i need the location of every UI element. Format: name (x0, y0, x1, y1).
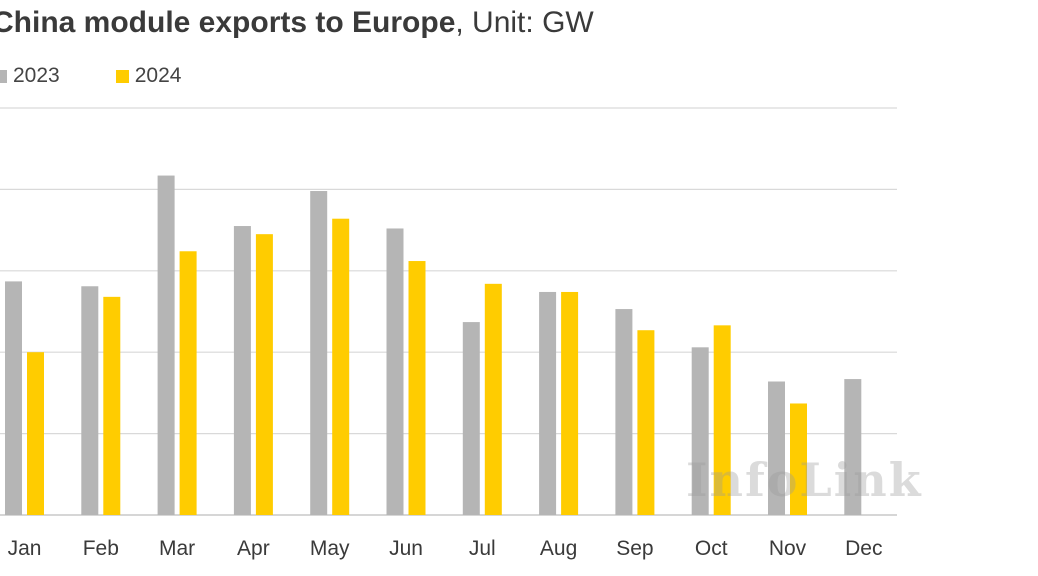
x-tick-jul: Jul (469, 537, 496, 560)
watermark-logo: InfoLink (686, 453, 923, 507)
bars (5, 175, 862, 516)
legend-label-2024: 2024 (134, 64, 182, 87)
bar-2023-mar (157, 175, 175, 515)
bar-2023-nov (768, 381, 785, 515)
x-tick-jan: Jan (8, 537, 42, 560)
bar-2024-nov (790, 403, 807, 515)
bar-2024-may (332, 218, 350, 516)
bar-2024-aug (561, 291, 579, 515)
bar-2024-oct (713, 325, 731, 515)
bar-2024-jul (484, 283, 502, 515)
x-tick-may: May (310, 537, 350, 560)
chart-title: China module exports to Europe, Unit: GW (0, 6, 594, 40)
bar-2023-may (310, 191, 328, 515)
legend-item-2023: 2023 (0, 64, 60, 88)
chart-title-unit: , Unit: GW (455, 6, 594, 39)
bar-2024-mar (179, 251, 197, 515)
x-tick-dec: Dec (845, 537, 882, 560)
chart-title-bold: China module exports to Europe (0, 6, 456, 39)
bar-2024-jan (27, 352, 44, 515)
x-tick-feb: Feb (83, 537, 119, 560)
x-tick-aug: Aug (540, 537, 577, 560)
bar-2024-feb (103, 296, 121, 515)
x-tick-nov: Nov (769, 537, 807, 560)
legend-swatch-2023 (0, 69, 7, 83)
bar-2024-sep (637, 330, 655, 515)
chart-legend: 2023 2024 (0, 64, 237, 88)
bar-2023-jul (462, 322, 480, 515)
legend-item-2024: 2024 (115, 64, 182, 88)
bar-2023-apr (233, 226, 251, 515)
bar-2023-feb (81, 286, 99, 515)
x-tick-sep: Sep (616, 537, 653, 560)
x-tick-mar: Mar (159, 537, 195, 560)
x-tick-apr: Apr (237, 537, 270, 560)
legend-swatch-2024 (115, 69, 129, 83)
bar-2023-aug (539, 291, 557, 515)
x-tick-jun: Jun (389, 537, 423, 560)
gridlines (0, 107, 897, 516)
bar-2023-oct (691, 347, 709, 515)
legend-label-2023: 2023 (13, 64, 60, 87)
x-tick-labels: Jan Feb Mar Apr May Jun Jul Aug Sep Oct Nov Dec (8, 537, 883, 560)
x-tick-oct: Oct (695, 537, 728, 560)
bar-2023-jan (5, 281, 22, 515)
bar-2024-apr (255, 234, 273, 516)
bar-2024-jun (408, 261, 426, 515)
bar-2023-dec (844, 379, 862, 515)
bar-2023-sep (615, 309, 633, 515)
bar-2023-jun (386, 228, 404, 516)
